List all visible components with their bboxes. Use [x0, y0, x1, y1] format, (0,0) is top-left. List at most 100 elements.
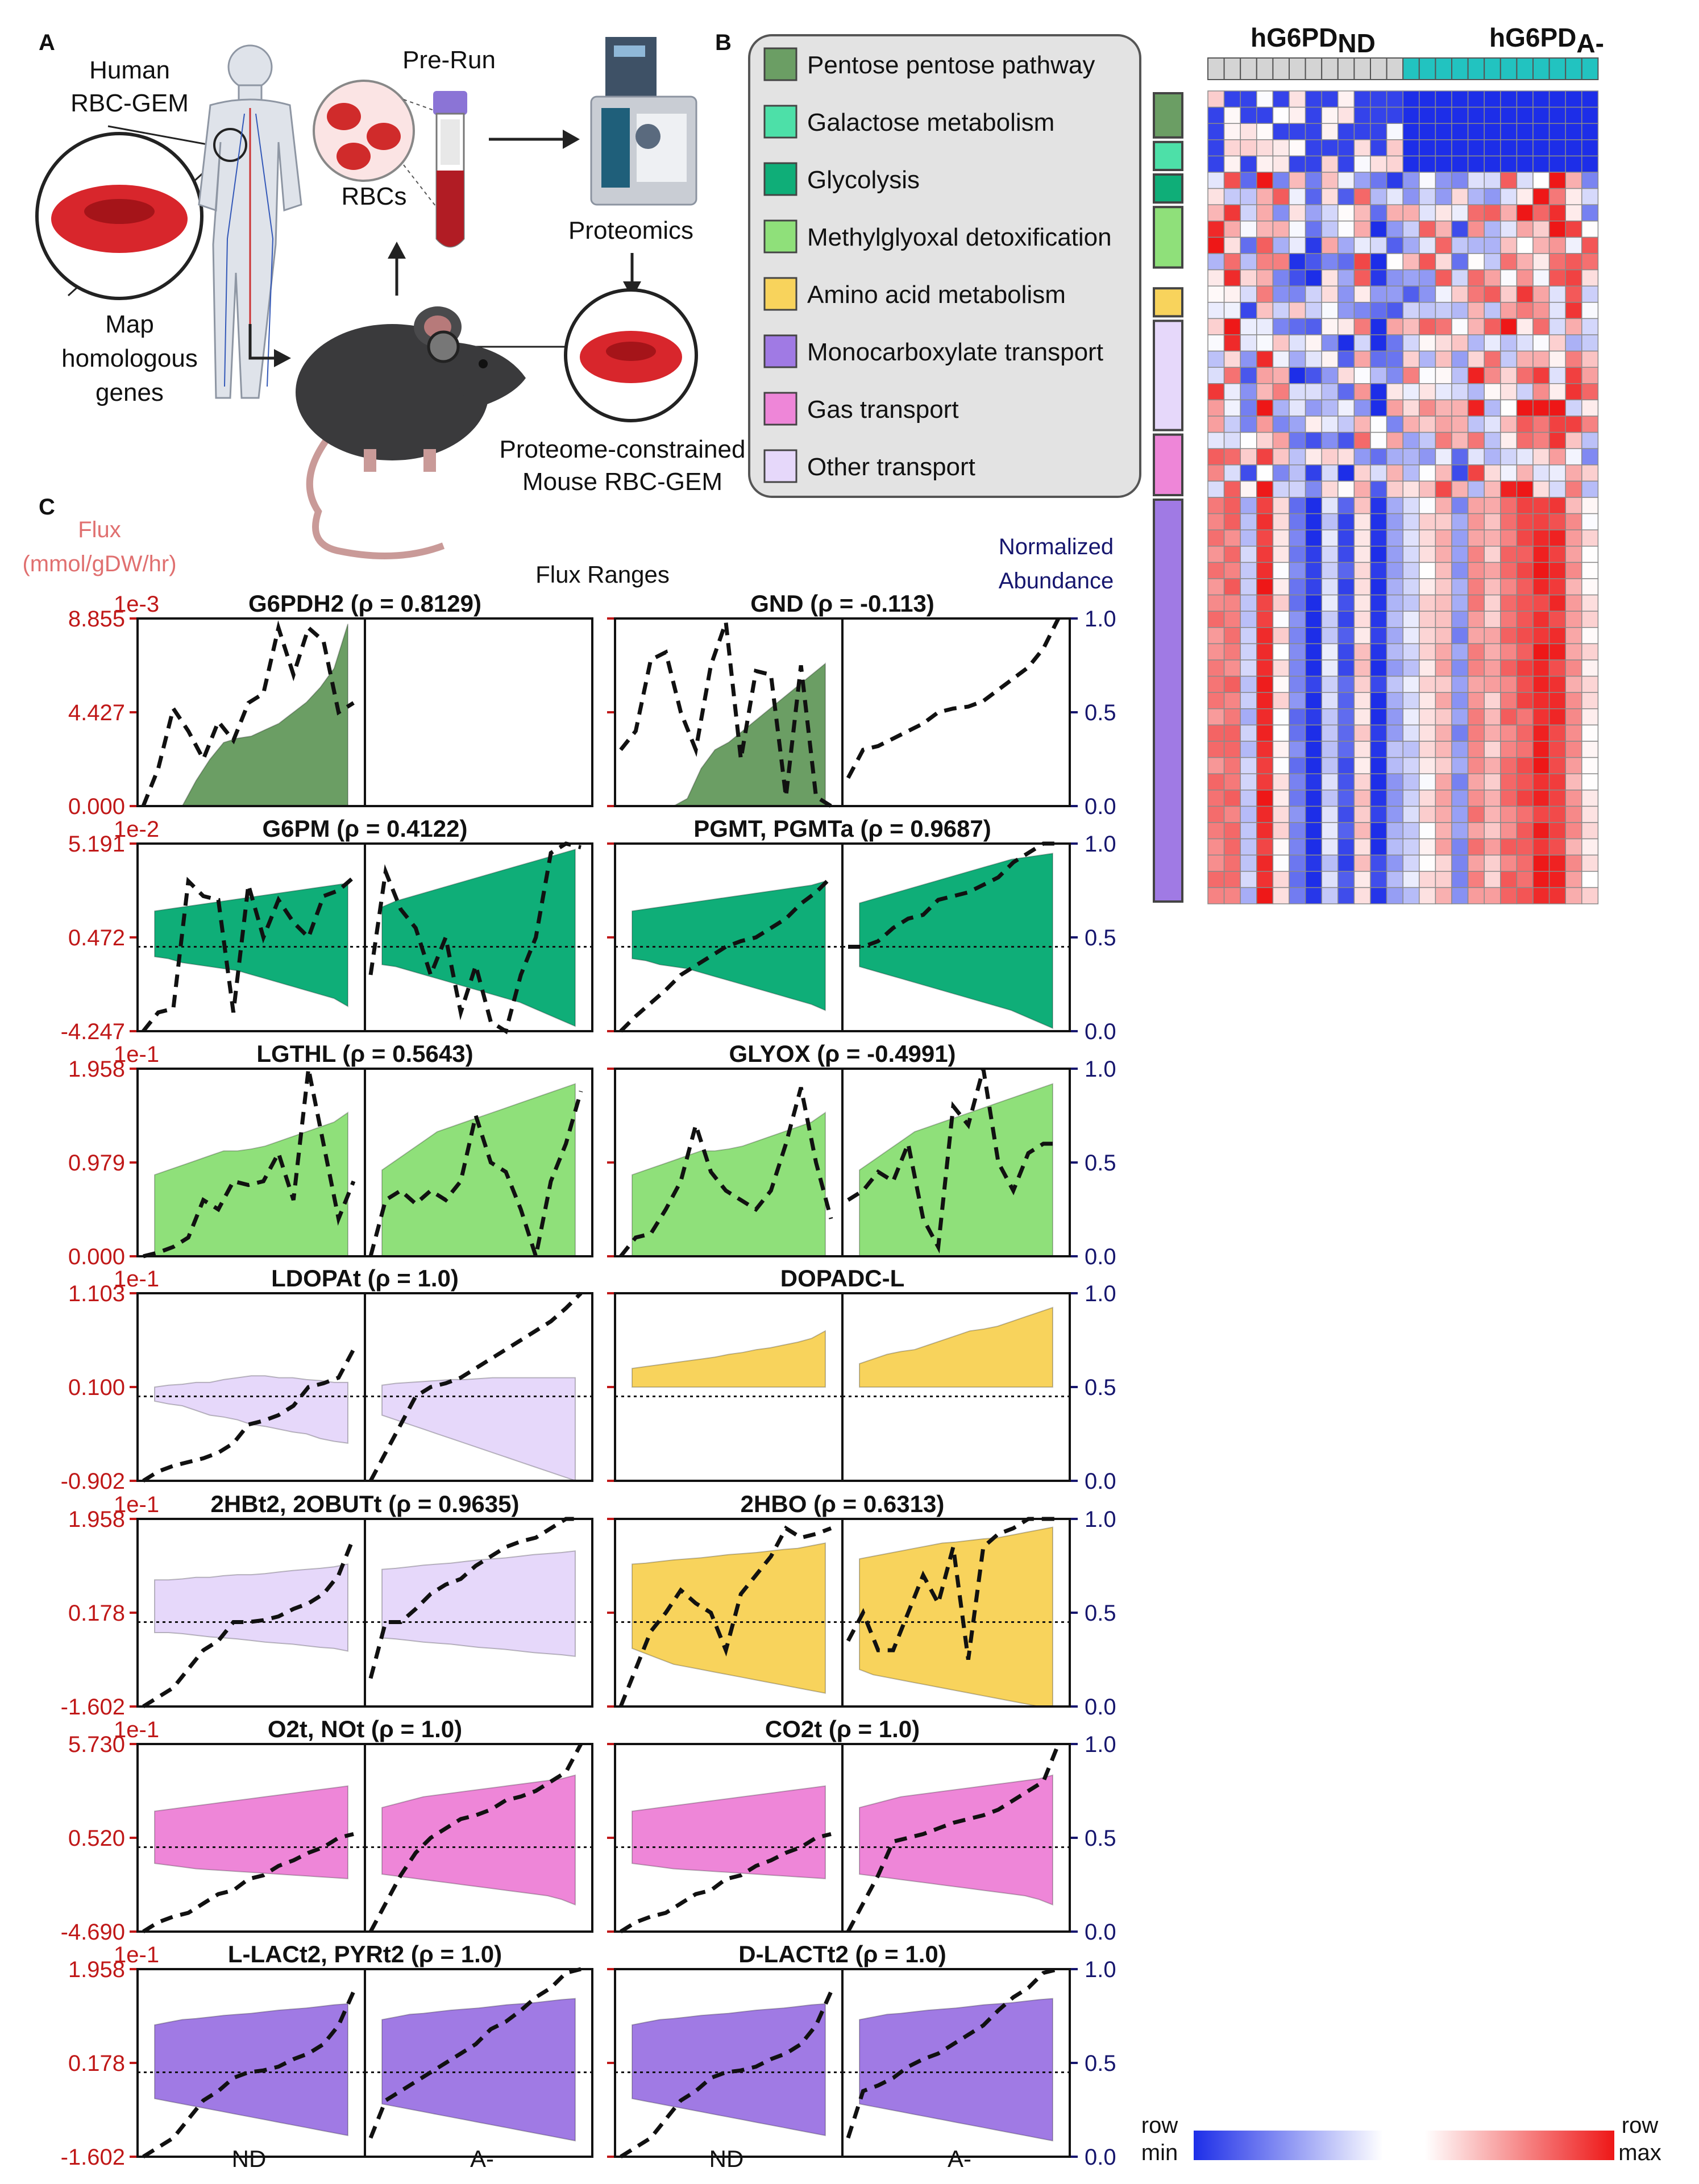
category-bar: [1153, 499, 1183, 903]
heatmap-cell: [1337, 350, 1355, 368]
abundance-line: [619, 1087, 833, 1258]
heatmap-cell: [1435, 513, 1452, 530]
chart-title: PGMT, PGMTa (ρ = 0.9687): [693, 815, 991, 842]
heatmap-cell: [1370, 805, 1388, 823]
heatmap-cell: [1240, 480, 1257, 498]
heatmap-cell: [1500, 399, 1518, 417]
heatmap-cell: [1386, 757, 1403, 774]
heatmap-cell: [1548, 302, 1566, 319]
heatmap-cell: [1467, 464, 1485, 482]
heatmap-cell: [1337, 236, 1355, 254]
heatmap-cell: [1435, 659, 1452, 677]
heatmap-cell: [1223, 871, 1241, 888]
heatmap-cell: [1548, 448, 1566, 466]
heatmap-cell: [1256, 350, 1274, 368]
heatmap-cell: [1581, 513, 1599, 530]
heatmap-cell: [1435, 757, 1452, 774]
abundance-line: [368, 1517, 581, 1679]
heatmap-cell: [1467, 838, 1485, 856]
group-header-cell: [1402, 57, 1420, 80]
heatmap-cell: [1207, 464, 1225, 482]
flux-range-band: [381, 1550, 576, 1657]
heatmap-cell: [1451, 757, 1469, 774]
scale-label: 1e-1: [114, 1492, 159, 1517]
heatmap-cell: [1467, 318, 1485, 335]
heatmap-cell: [1256, 643, 1274, 661]
heatmap-cell: [1548, 708, 1566, 726]
heatmap-cell: [1321, 562, 1339, 579]
heatmap-cell: [1305, 221, 1322, 238]
heatmap-cell: [1532, 887, 1550, 904]
heatmap-cell: [1353, 643, 1371, 661]
heatmap-cell: [1305, 334, 1322, 352]
rbcs-label: RBCs: [342, 182, 407, 210]
heatmap-cell: [1353, 887, 1371, 904]
heatmap-cell: [1370, 724, 1388, 742]
heatmap-cell: [1256, 854, 1274, 872]
heatmap-cell: [1240, 513, 1257, 530]
heatmap-cell: [1289, 594, 1306, 612]
heatmap-cell: [1289, 236, 1306, 254]
heatmap-cell: [1370, 611, 1388, 628]
subplot-A-: [841, 1517, 1071, 1708]
heatmap-cell: [1581, 708, 1599, 726]
heatmap-cell: [1272, 367, 1290, 384]
heatmap-cell: [1581, 805, 1599, 823]
heatmap-cell: [1321, 155, 1339, 173]
heatmap-cell: [1402, 757, 1420, 774]
heatmap-cell: [1337, 221, 1355, 238]
heatmap-cell: [1386, 253, 1403, 271]
heatmap-cell: [1223, 448, 1241, 466]
heatmap-cell: [1305, 350, 1322, 368]
heatmap-cell: [1223, 253, 1241, 271]
heatmap-cell: [1548, 90, 1566, 108]
flux-range-band: [155, 624, 348, 807]
heatmap-cell: [1467, 887, 1485, 904]
heatmap-cell: [1223, 399, 1241, 417]
heatmap-cell: [1370, 367, 1388, 384]
chart-13: D-LACTt2 (ρ = 1.0) 1.0 0.5 0.0: [607, 1941, 1116, 2170]
heatmap-cell: [1207, 773, 1225, 791]
heatmap-cell: [1386, 805, 1403, 823]
heatmap-cell: [1467, 367, 1485, 384]
heatmap-cell: [1548, 854, 1566, 872]
heatmap-cell: [1321, 139, 1339, 157]
heatmap-cell: [1467, 611, 1485, 628]
y-tick-label: 1.958: [68, 1957, 125, 1982]
heatmap-cell: [1484, 106, 1501, 124]
heatmap-cell: [1484, 318, 1501, 335]
heatmap-cell: [1305, 822, 1322, 840]
heatmap-cell: [1386, 431, 1403, 449]
heatmap-cell: [1581, 367, 1599, 384]
heatmap-cell: [1240, 139, 1257, 157]
chart-5: GLYOX (ρ = -0.4991) 1.0 0.5 0.0: [607, 1040, 1116, 1269]
heatmap-cell: [1207, 724, 1225, 742]
heatmap-cell: [1337, 578, 1355, 596]
chart-title: CO2t (ρ = 1.0): [765, 1716, 920, 1742]
heatmap-cell: [1484, 627, 1501, 645]
heatmap-cell: [1240, 562, 1257, 579]
heatmap-cell: [1256, 724, 1274, 742]
right-tick-label: 0.5: [1085, 700, 1116, 725]
heatmap-cell: [1256, 871, 1274, 888]
heatmap-cell: [1435, 318, 1452, 335]
heatmap-cell: [1565, 334, 1582, 352]
heatmap-cell: [1272, 236, 1290, 254]
heatmap-cell: [1207, 236, 1225, 254]
heatmap-cell: [1419, 578, 1436, 596]
heatmap-cell: [1402, 627, 1420, 645]
heatmap-cell: [1207, 431, 1225, 449]
group-header-cell: [1548, 57, 1567, 80]
right-tick-label: 0.5: [1085, 925, 1116, 950]
heatmap-cell: [1321, 611, 1339, 628]
heatmap-cell: [1223, 285, 1241, 303]
heatmap-cell: [1451, 773, 1469, 791]
heatmap-cell: [1223, 269, 1241, 287]
x-label-a-right: A-: [948, 2145, 971, 2172]
heatmap-cell: [1516, 253, 1534, 271]
heatmap-cell: [1305, 367, 1322, 384]
heatmap-cell: [1337, 675, 1355, 693]
heatmap-cell: [1565, 188, 1582, 205]
heatmap-cell: [1484, 236, 1501, 254]
heatmap-cell: [1321, 269, 1339, 287]
